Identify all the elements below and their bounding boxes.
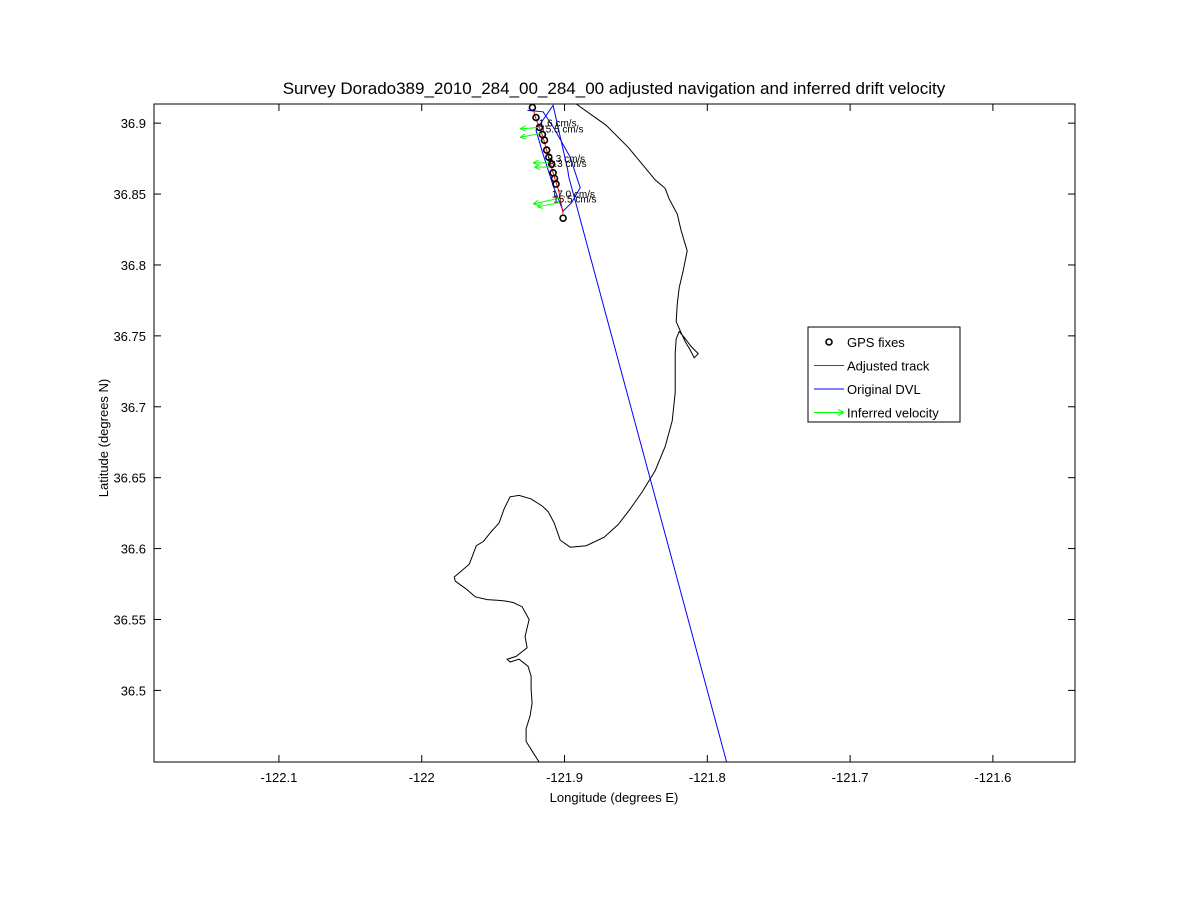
axes: -122.1 -122 -121.9 -121.8 -121.7 -121.6 36.5 36… [113,103,1076,785]
y-axis-label: Latitude (degrees N) [96,379,111,498]
legend-arrow-head [837,409,845,413]
gps-fix-point [547,160,556,169]
gps-fix-point [532,113,540,122]
velocity-arrow-shaft [533,197,559,205]
legend-entry: Adjusted track [814,359,930,374]
legend-box [807,326,961,423]
velocity-label: 15.5 cm/s [553,195,596,206]
velocity-label: 15.5 cm/s [540,124,583,135]
velocity-arrow-head [520,125,526,130]
velocity-arrow-head [537,206,544,209]
y-tick-label: 36.85 [113,187,146,202]
legend-entry: GPS fixes [825,335,905,350]
legend: GPS fixes Adjusted track Original DVL Infer… [807,326,961,423]
velocity-arrow-head [537,202,543,208]
velocity-arrow [519,132,542,140]
x-tick-label: -121.8 [689,770,726,785]
velocity-arrow-head [532,203,540,206]
velocity-arrow-head [534,166,541,171]
y-tick-label: 36.5 [121,683,146,698]
legend-label: Inferred velocity [847,406,939,421]
legend-entry: Original DVL [814,382,921,397]
velocity-arrow-head [534,164,541,168]
gps-fix-point [540,136,549,144]
coastline [453,104,699,762]
gps-fix-point [559,214,567,222]
gps-fix-point [544,153,553,161]
plot-content: 1.6 cm/s15.5 cm/s8.3 cm/s8.3 cm/s17.0 cm… [453,104,728,762]
y-tick-label: 36.6 [121,542,146,557]
velocity-arrow [532,197,559,206]
gps-fix-point [552,180,560,188]
velocity-arrow [534,164,551,171]
x-axis-label: Longitude (degrees E) [550,790,679,805]
legend-arrow-head [837,412,845,416]
velocity-arrow [532,159,549,166]
y-tick-label: 36.7 [121,400,146,415]
x-tick-label: -121.7 [832,770,869,785]
chart-title: Survey Dorado389_2010_284_00_284_00 adju… [283,79,946,98]
x-tick-label: -122.1 [261,770,298,785]
velocity-arrow-shaft [537,202,561,208]
velocity-label: 8.3 cm/s [549,159,587,170]
y-tick-label: 36.75 [113,329,146,344]
x-tick-label: -121.6 [974,770,1011,785]
velocity-arrow-head [532,199,539,205]
velocity-label: 8.3 cm/s [547,154,585,165]
y-tick-label: 36.9 [121,116,146,131]
velocity-arrow-head [532,159,539,164]
y-tick-label: 36.8 [121,258,146,273]
velocity-arrow-head [519,133,526,138]
velocity-arrow-head [520,136,527,140]
velocity-arrow-shaft [520,132,542,138]
velocity-arrow-head [532,162,539,166]
gps-fix-point [542,146,551,154]
velocity-arrow-head [520,128,527,132]
velocity-arrow [520,125,541,132]
velocity-label: 17.0 cm/s [552,190,595,201]
velocity-arrow [537,202,561,209]
y-tick-label: 36.55 [113,612,146,627]
legend-entry: Inferred velocity [814,406,939,421]
legend-label: Original DVL [847,382,921,397]
x-tick-label: -122 [409,770,435,785]
x-tick-label: -121.9 [546,770,583,785]
velocity-label: 1.6 cm/s [539,119,577,130]
legend-marker [825,338,833,346]
velocity-arrow-shaft [520,126,541,130]
legend-label: GPS fixes [847,335,905,350]
axes-frame [153,103,1076,763]
legend-label: Adjusted track [847,359,930,374]
y-tick-label: 36.65 [113,471,146,486]
